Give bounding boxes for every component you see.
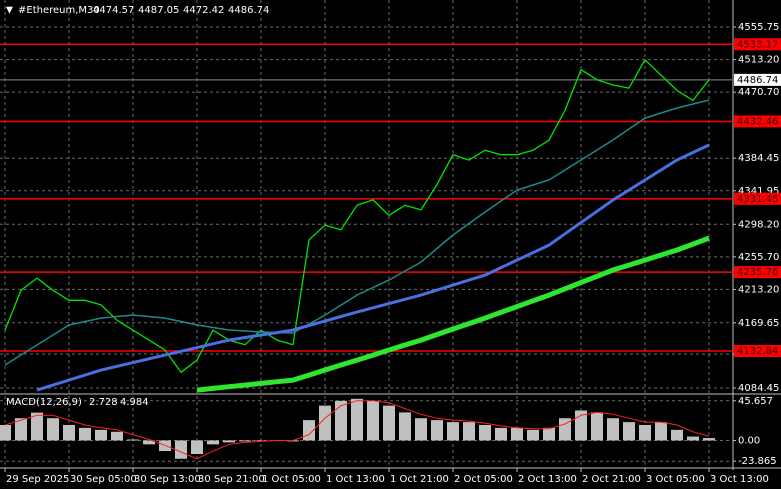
y-tick-label: 4298.20 — [738, 219, 779, 230]
x-tick-label: 2 Oct 13:00 — [518, 474, 577, 485]
macd-bar — [95, 429, 107, 441]
macd-bar — [671, 429, 683, 441]
macd-bar — [591, 412, 603, 441]
y-tick-label: 4341.95 — [738, 186, 779, 197]
macd-bar — [15, 418, 27, 441]
level-label-box — [734, 344, 781, 357]
macd-bar — [207, 440, 219, 445]
macd-bar — [63, 424, 75, 441]
moving-average — [196, 235, 710, 393]
macd-bar — [511, 427, 523, 441]
macd-bar — [351, 398, 363, 441]
macd-bar — [399, 412, 411, 441]
y-tick-label: 4213.20 — [738, 284, 779, 295]
moving-average — [36, 143, 710, 392]
macd-bar — [527, 429, 539, 441]
signal-value: 4.984 — [120, 397, 149, 408]
macd-bar — [383, 405, 395, 441]
macd-bar — [575, 410, 587, 441]
x-tick-label: 30 Sep 05:00 — [70, 474, 137, 485]
macd-bar — [431, 420, 443, 441]
x-tick-label: 1 Oct 05:00 — [262, 474, 321, 485]
macd-bar — [79, 427, 91, 441]
x-tick-label: 3 Oct 05:00 — [646, 474, 705, 485]
macd-bar — [703, 438, 715, 441]
y-tick-label: 4513.20 — [738, 55, 779, 66]
macd-bar — [319, 405, 331, 441]
y-tick-label: 45.657 — [738, 396, 773, 407]
y-tick-label: 4470.70 — [738, 87, 779, 98]
macd-bar — [479, 424, 491, 441]
x-tick-label: 2 Oct 21:00 — [582, 474, 641, 485]
macd-bar — [463, 422, 475, 441]
macd-bar — [367, 400, 379, 441]
x-tick-label: 1 Oct 21:00 — [390, 474, 449, 485]
menu-arrow: ▼ — [6, 6, 13, 16]
x-tick-label: 3 Oct 13:00 — [710, 474, 769, 485]
macd-bar — [31, 412, 43, 441]
macd-bar — [127, 439, 139, 441]
macd-bar — [655, 422, 667, 441]
level-label: 4533.17 — [737, 39, 778, 50]
level-label: 4331.45 — [737, 194, 778, 205]
x-tick-label: 2 Oct 05:00 — [454, 474, 513, 485]
last-price-box — [734, 73, 781, 86]
x-tick-label: 30 Sep 21:00 — [198, 474, 265, 485]
level-label-box — [734, 266, 781, 279]
macd-bar — [623, 422, 635, 441]
macd-bar — [191, 440, 203, 455]
x-tick-label: 1 Oct 13:00 — [326, 474, 385, 485]
x-tick-label: 29 Sep 2025 — [6, 474, 69, 485]
macd-bar — [255, 440, 267, 441]
macd-value: 2.728 — [89, 397, 118, 408]
level-label-box — [734, 192, 781, 205]
last-price-label: 4486.74 — [737, 75, 778, 86]
signal-line — [4, 400, 710, 460]
macd-bar — [639, 424, 651, 441]
macd-bar — [687, 436, 699, 441]
level-label: 4132.84 — [737, 346, 778, 357]
macd-bar — [559, 418, 571, 441]
close: 4486.74 — [228, 5, 269, 16]
macd-bar — [543, 427, 555, 441]
y-tick-label: 4555.75 — [738, 22, 779, 33]
x-tick-label: 30 Sep 13:00 — [134, 474, 201, 485]
macd-bar — [495, 427, 507, 441]
symbol-title: #Ethereum,M30 — [18, 5, 100, 16]
macd-bar — [607, 418, 619, 441]
y-tick-label: 4084.45 — [738, 383, 779, 394]
macd-bar — [239, 440, 251, 442]
high: 4487.05 — [138, 5, 179, 16]
macd-bar — [415, 418, 427, 441]
level-label: 4432.46 — [737, 116, 778, 127]
macd-bar — [223, 440, 235, 443]
price-line — [4, 59, 710, 373]
macd-bar — [335, 400, 347, 441]
y-tick-label: 4169.65 — [738, 318, 779, 329]
macd-bar — [447, 422, 459, 441]
y-tick-label: 4384.45 — [738, 153, 779, 164]
macd-bar — [47, 418, 59, 441]
macd-bar — [143, 440, 155, 445]
moving-average — [4, 99, 710, 366]
macd-title: MACD(12,26,9) — [6, 397, 82, 408]
level-label-box — [734, 38, 781, 51]
level-label-box — [734, 115, 781, 128]
macd-bar — [0, 424, 11, 441]
macd-bar — [175, 440, 187, 459]
macd-bar — [111, 431, 123, 441]
low: 4472.42 — [183, 5, 224, 16]
y-tick-label: 0.00 — [738, 435, 760, 446]
open: 4474.57 — [93, 5, 134, 16]
y-tick-label: 4255.70 — [738, 252, 779, 263]
y-tick-label: -23.865 — [738, 456, 777, 467]
level-label: 4235.76 — [737, 267, 778, 278]
